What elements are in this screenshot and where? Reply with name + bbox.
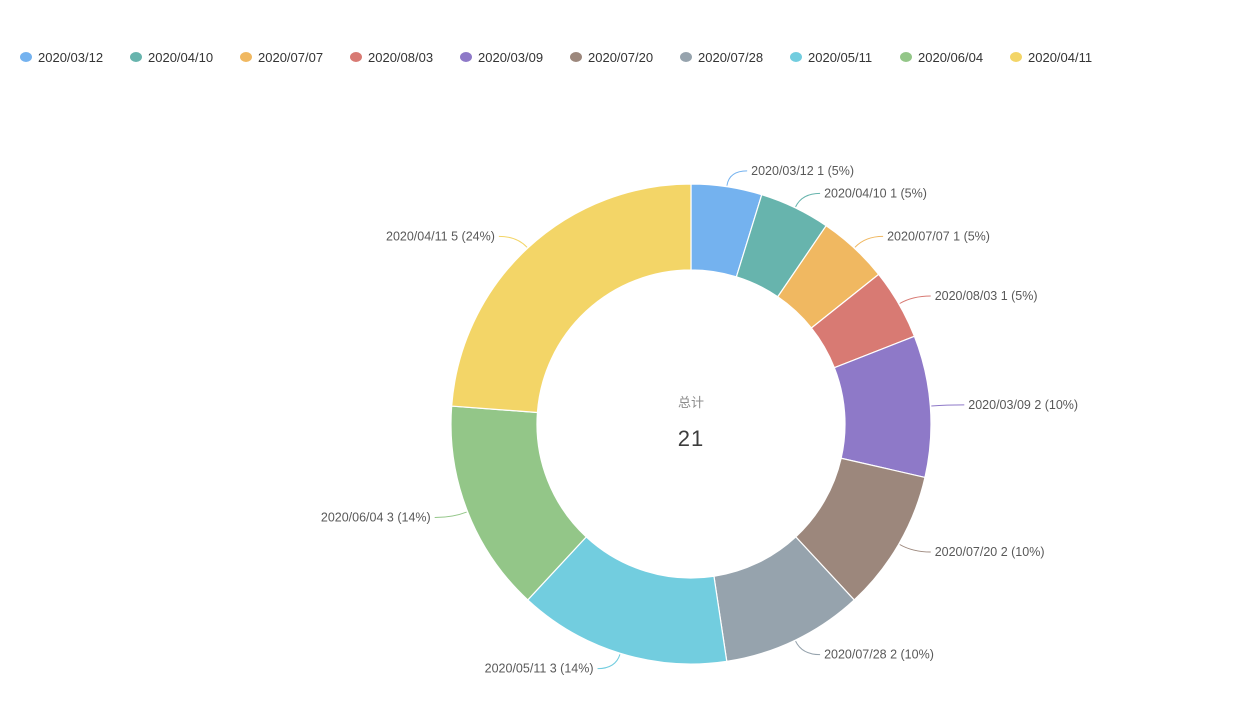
label-leader-line <box>498 235 528 248</box>
label-leader-line <box>795 640 821 656</box>
slice-label: 2020/07/07 1 (5%) <box>887 229 990 243</box>
legend-marker <box>350 52 362 62</box>
label-leader-line <box>434 511 467 519</box>
slice-label: 2020/05/11 3 (14%) <box>485 662 594 676</box>
slice-label: 2020/07/20 2 (10%) <box>935 545 1045 559</box>
slice-label: 2020/03/09 2 (10%) <box>968 398 1078 412</box>
legend-label: 2020/04/11 <box>1028 50 1092 65</box>
slices <box>450 183 932 665</box>
legend-label: 2020/04/10 <box>148 50 213 65</box>
center-total-value: 21 <box>678 426 704 451</box>
legend-label: 2020/08/03 <box>368 50 433 65</box>
slice-label: 2020/04/11 5 (24%) <box>386 229 495 243</box>
legend-marker <box>240 52 252 62</box>
legend-item[interactable]: 2020/07/20 <box>570 50 653 65</box>
legend-item[interactable]: 2020/04/10 <box>130 50 213 65</box>
label-leader-line <box>795 192 821 208</box>
legend-item[interactable]: 2020/08/03 <box>350 50 433 65</box>
legend-item[interactable]: 2020/03/09 <box>460 50 543 65</box>
legend-marker <box>130 52 142 62</box>
legend-item[interactable]: 2020/04/11 <box>1010 50 1092 65</box>
slice-label: 2020/06/04 3 (14%) <box>321 511 431 525</box>
slice-label: 2020/04/10 1 (5%) <box>824 186 927 200</box>
legend-marker <box>20 52 32 62</box>
legend-marker <box>900 52 912 62</box>
legend-item[interactable]: 2020/05/11 <box>790 50 872 65</box>
legend-item[interactable]: 2020/03/12 <box>20 50 103 65</box>
legend-label: 2020/07/28 <box>698 50 763 65</box>
slice-label: 2020/07/28 2 (10%) <box>824 648 934 662</box>
legend-marker <box>460 52 472 62</box>
legend-marker <box>790 52 802 62</box>
legend-label: 2020/03/09 <box>478 50 543 65</box>
legend-item[interactable]: 2020/06/04 <box>900 50 983 65</box>
center-total-title: 总计 <box>678 395 704 410</box>
legend: 2020/03/12 2020/04/10 2020/07/07 2020/08/03… <box>20 50 1092 65</box>
legend-item[interactable]: 2020/07/07 <box>240 50 323 65</box>
label-leader-line <box>726 170 748 186</box>
slice-label: 2020/08/03 1 (5%) <box>935 289 1038 303</box>
label-leader-line <box>899 544 931 553</box>
legend-label: 2020/07/20 <box>588 50 653 65</box>
legend-label: 2020/03/12 <box>38 50 103 65</box>
label-leader-line <box>899 295 931 304</box>
legend-label: 2020/05/11 <box>808 50 872 65</box>
legend-label: 2020/06/04 <box>918 50 983 65</box>
slice-2020-04-11[interactable] <box>451 183 692 414</box>
legend-marker <box>680 52 692 62</box>
label-leader-line <box>597 654 621 670</box>
slice-label: 2020/03/12 1 (5%) <box>751 164 854 178</box>
slice-labels: 2020/03/12 1 (5%) 2020/04/10 1 (5%) 2020/0… <box>321 164 1078 676</box>
label-leader-line <box>854 235 884 248</box>
legend-marker <box>1010 52 1022 62</box>
legend-marker <box>570 52 582 62</box>
legend-item[interactable]: 2020/07/28 <box>680 50 763 65</box>
legend-label: 2020/07/07 <box>258 50 323 65</box>
label-leader-line <box>931 404 965 407</box>
